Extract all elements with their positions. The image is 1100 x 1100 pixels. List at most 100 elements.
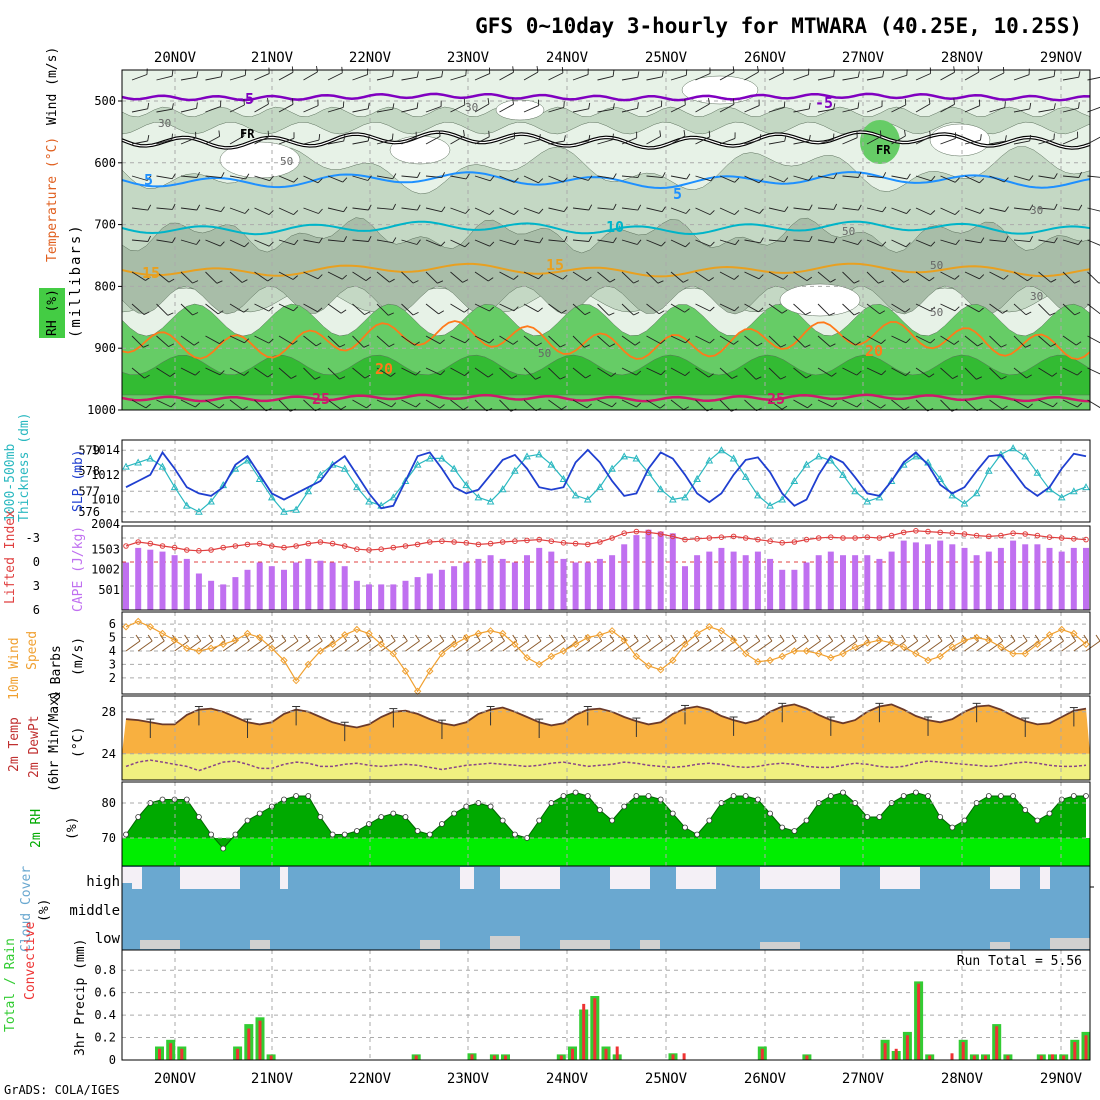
wind-barb xyxy=(572,399,588,409)
wind-barb xyxy=(768,367,781,380)
wind-barb-flag xyxy=(709,306,715,312)
wind-speed-marker xyxy=(170,636,179,644)
wind-barb-flag xyxy=(290,375,297,379)
wind-barb-flag xyxy=(513,210,519,215)
wind-barb xyxy=(278,335,293,345)
thickness-tick-label: 578 xyxy=(78,464,100,478)
high-cloud-cover xyxy=(132,867,142,889)
precip-convective-bar xyxy=(961,1042,965,1060)
low-cloud-cover xyxy=(560,940,610,949)
wind-barb xyxy=(401,175,418,178)
wind-barb xyxy=(670,175,687,180)
wind-barb-flag xyxy=(416,102,419,109)
wind-barb xyxy=(278,137,295,145)
wind-barb xyxy=(205,136,220,145)
bottom-date-label: 26NOV xyxy=(744,1071,787,1087)
wind-barb xyxy=(719,137,736,145)
wind-barb xyxy=(523,335,537,347)
wind-barb-flag xyxy=(659,130,662,137)
wind-barb xyxy=(695,73,711,81)
slp-axis-label: SLP (mb) xyxy=(71,449,86,512)
wind-barb-flag xyxy=(513,275,519,280)
lifted-index-marker xyxy=(548,538,555,545)
wind-barb xyxy=(352,303,365,315)
wind-barb xyxy=(205,207,222,213)
thickness-marker xyxy=(158,462,167,470)
wind-barb xyxy=(376,175,393,180)
high-cloud-cover xyxy=(880,867,920,889)
surface-wind-barb xyxy=(745,640,761,652)
surface-wind-barb xyxy=(526,640,542,652)
wind-speed-marker xyxy=(681,640,689,648)
wind-barb-flag xyxy=(879,130,882,137)
wind-barb xyxy=(989,175,1005,183)
wind-barb-flag xyxy=(588,235,593,242)
top-date-label: 20NOV xyxy=(154,50,197,66)
wind-barb xyxy=(327,335,340,348)
wind-barb-flag xyxy=(293,177,299,183)
wind-barb xyxy=(744,207,760,214)
wind-barb xyxy=(1013,335,1026,348)
wind-barb-flag xyxy=(366,403,372,409)
thickness-marker xyxy=(875,493,884,501)
precip-convective-bar xyxy=(582,1003,586,1060)
wind-barb xyxy=(793,239,810,243)
lifted-index-marker xyxy=(888,532,895,539)
wind-barb xyxy=(940,239,956,246)
wind-barb-flag xyxy=(1003,177,1009,183)
wind-barb-flag xyxy=(1002,309,1008,314)
bottom-date-label: 23NOV xyxy=(447,1071,490,1087)
wind-barb-flag xyxy=(588,102,591,109)
cape-bar xyxy=(475,558,482,610)
wind-barb-flag xyxy=(661,70,664,77)
wind-barb xyxy=(719,71,735,81)
wind-barb-flag xyxy=(417,204,421,211)
wind-barb xyxy=(646,175,663,179)
rh-axis-label: RH (%) xyxy=(45,289,60,336)
rh2m-marker xyxy=(584,793,591,799)
wind-speed-marker xyxy=(389,649,398,658)
wind-barb-flag xyxy=(831,372,837,377)
wind10m-units-label: (m/s) xyxy=(71,637,86,676)
wind-barb-flag xyxy=(1053,70,1056,77)
rh2m-marker xyxy=(633,793,640,799)
wind-barb-flag xyxy=(489,175,495,182)
wind-barb xyxy=(1062,175,1079,178)
wind-barb xyxy=(621,239,638,245)
wind-barb-flag xyxy=(977,342,983,347)
wind-barb xyxy=(572,108,589,113)
surface-wind-barb-flag xyxy=(196,634,202,642)
thickness-marker xyxy=(814,452,823,460)
wind-barb-flag xyxy=(833,237,838,244)
rh2m-marker xyxy=(208,831,215,838)
wind-barb xyxy=(425,76,442,81)
rh2m-marker xyxy=(840,789,846,796)
wind-barb-flag xyxy=(809,204,813,211)
pressure-tick-label: 1000 xyxy=(87,403,116,417)
wind-barb xyxy=(964,175,980,184)
precip-convective-bar xyxy=(414,1055,418,1060)
wind-barb-flag xyxy=(293,210,299,215)
thickness-marker xyxy=(681,493,689,501)
label-20: 20 xyxy=(865,342,883,360)
wind-barb xyxy=(450,303,465,313)
lifted-index-marker xyxy=(706,535,713,541)
precip-convective-bar xyxy=(950,1053,954,1060)
wind-barb-flag xyxy=(367,102,370,109)
wind-barb xyxy=(180,303,193,316)
wind-barb-flag xyxy=(636,402,642,408)
rh2m-marker xyxy=(1022,807,1029,813)
wind-speed-marker xyxy=(814,649,823,658)
cape-bar xyxy=(912,542,919,610)
wind-barb-flag xyxy=(143,311,150,316)
wind-barb xyxy=(131,335,144,348)
wind-barb-flag xyxy=(412,280,419,284)
wind-barb-flag xyxy=(415,370,421,376)
wind-barb-flag xyxy=(781,405,788,410)
surface-wind-barb-flag xyxy=(293,634,299,642)
wind-barb xyxy=(940,175,956,183)
wind-speed-marker xyxy=(219,640,227,648)
wind-barb xyxy=(156,108,173,113)
wind-barb xyxy=(719,271,735,280)
surface-wind-barb-flag xyxy=(415,634,420,642)
